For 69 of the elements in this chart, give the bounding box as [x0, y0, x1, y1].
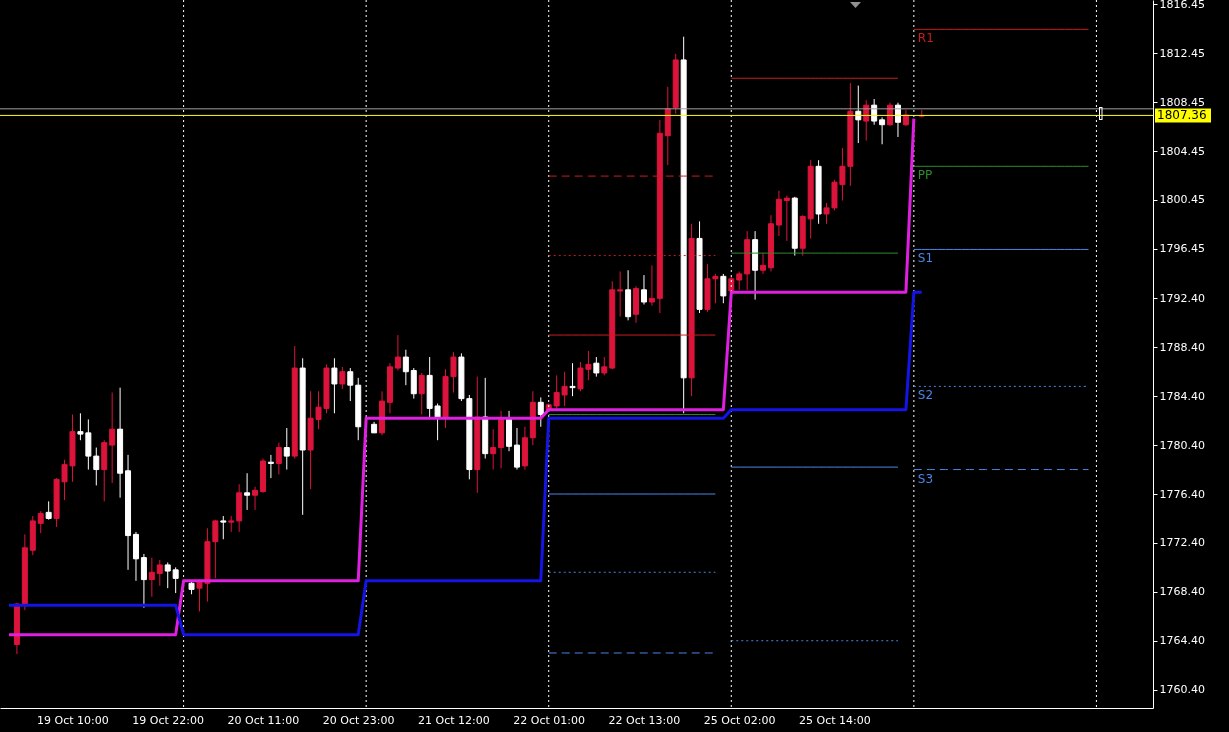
series-label: PP	[917, 168, 933, 183]
y-tick-label: 1812.45	[1159, 46, 1205, 60]
y-tick-label: 1792.40	[1159, 291, 1205, 305]
x-tick-label: 20 Oct 23:00	[322, 713, 395, 727]
series-label: R1	[917, 31, 934, 46]
candlestick	[37, 510, 44, 534]
y-tick-label: 1764.40	[1159, 634, 1205, 648]
candlestick	[601, 356, 608, 376]
candlestick	[648, 264, 655, 307]
candlestick	[402, 349, 409, 386]
candlestick	[283, 427, 290, 471]
x-tick-label: 19 Oct 10:00	[37, 713, 109, 727]
candlestick	[172, 566, 179, 594]
y-tick-label: 1804.45	[1159, 144, 1205, 158]
candlestick	[513, 427, 520, 471]
candlestick	[783, 195, 790, 242]
x-tick-label: 20 Oct 11:00	[227, 713, 300, 727]
x-tick-label: 22 Oct 01:00	[513, 713, 586, 727]
x-tick-label: 21 Oct 12:00	[418, 713, 490, 727]
y-tick-label: 1784.40	[1159, 389, 1205, 403]
candlestick	[490, 428, 497, 471]
candlestick	[863, 99, 870, 142]
candlestick	[164, 561, 171, 589]
candlestick	[45, 500, 52, 521]
x-tick-label: 25 Oct 14:00	[799, 713, 871, 727]
candlestick	[736, 270, 743, 291]
candlestick	[537, 396, 544, 428]
ref-line-label: 1807.36	[1157, 108, 1207, 123]
y-tick-label: 1808.45	[1159, 95, 1205, 109]
y-tick-label: 1816.45	[1159, 0, 1205, 11]
candlestick	[220, 515, 227, 540]
candlestick	[244, 472, 251, 511]
candlestick	[418, 372, 425, 416]
candlestick	[879, 116, 886, 145]
y-tick-label: 1760.40	[1159, 683, 1205, 697]
candlestick	[339, 366, 346, 390]
candlestick	[252, 486, 259, 511]
candlestick	[148, 557, 155, 598]
x-tick-label: 22 Oct 13:00	[608, 713, 681, 727]
candlestick	[720, 273, 727, 304]
candlestick	[394, 334, 401, 372]
y-tick-label: 1796.45	[1159, 242, 1205, 256]
y-tick-label: 1800.45	[1159, 193, 1205, 207]
candlestick	[267, 454, 274, 479]
candlestick	[93, 447, 100, 486]
series-label: S1	[917, 251, 934, 266]
candlestick	[156, 559, 163, 587]
candlestick	[617, 270, 624, 318]
y-tick-label: 1780.40	[1159, 438, 1205, 452]
candlestick	[569, 362, 576, 397]
y-tick-label: 1776.40	[1159, 487, 1205, 501]
y-tick-label: 1768.40	[1159, 585, 1205, 599]
series-label: S2	[917, 388, 934, 403]
candlestick	[109, 392, 116, 484]
candlestick	[410, 367, 417, 400]
series-label: S3	[917, 471, 934, 486]
candlestick	[593, 356, 600, 378]
x-tick-label: 19 Oct 22:00	[132, 713, 205, 727]
candlestick	[275, 442, 282, 475]
x-tick-label: 25 Oct 02:00	[703, 713, 776, 727]
y-tick-label: 1788.40	[1159, 340, 1205, 354]
candlestick	[331, 357, 338, 414]
candlestick	[640, 274, 647, 305]
y-tick-label: 1772.40	[1159, 536, 1205, 550]
candlestick	[871, 98, 878, 126]
candlestick	[760, 252, 767, 275]
candlestick	[347, 367, 354, 402]
candlestick	[140, 553, 147, 609]
line-series	[7, 117, 916, 637]
